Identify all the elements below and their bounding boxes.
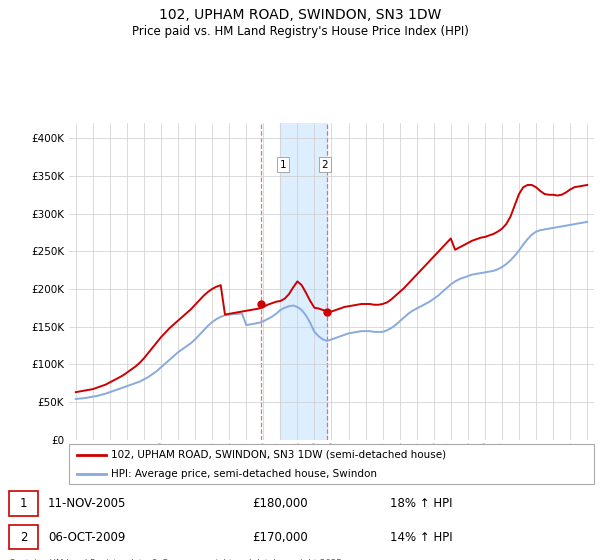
FancyBboxPatch shape	[9, 525, 38, 549]
Text: 2: 2	[322, 160, 328, 170]
Text: 14% ↑ HPI: 14% ↑ HPI	[390, 530, 452, 544]
Text: 06-OCT-2009: 06-OCT-2009	[48, 530, 125, 544]
Text: HPI: Average price, semi-detached house, Swindon: HPI: Average price, semi-detached house,…	[111, 469, 377, 478]
Text: £180,000: £180,000	[252, 497, 308, 510]
Text: 18% ↑ HPI: 18% ↑ HPI	[390, 497, 452, 510]
Text: 11-NOV-2005: 11-NOV-2005	[48, 497, 127, 510]
Text: 2: 2	[20, 530, 27, 544]
FancyBboxPatch shape	[69, 444, 594, 484]
Text: £170,000: £170,000	[252, 530, 308, 544]
Text: 102, UPHAM ROAD, SWINDON, SN3 1DW (semi-detached house): 102, UPHAM ROAD, SWINDON, SN3 1DW (semi-…	[111, 450, 446, 460]
Text: 1: 1	[280, 160, 286, 170]
Text: 1: 1	[20, 497, 27, 510]
Text: Contains HM Land Registry data © Crown copyright and database right 2025.
This d: Contains HM Land Registry data © Crown c…	[9, 559, 344, 560]
FancyBboxPatch shape	[9, 491, 38, 516]
Text: Price paid vs. HM Land Registry's House Price Index (HPI): Price paid vs. HM Land Registry's House …	[131, 25, 469, 38]
Bar	[280, 123, 327, 440]
Text: 102, UPHAM ROAD, SWINDON, SN3 1DW: 102, UPHAM ROAD, SWINDON, SN3 1DW	[159, 8, 441, 22]
